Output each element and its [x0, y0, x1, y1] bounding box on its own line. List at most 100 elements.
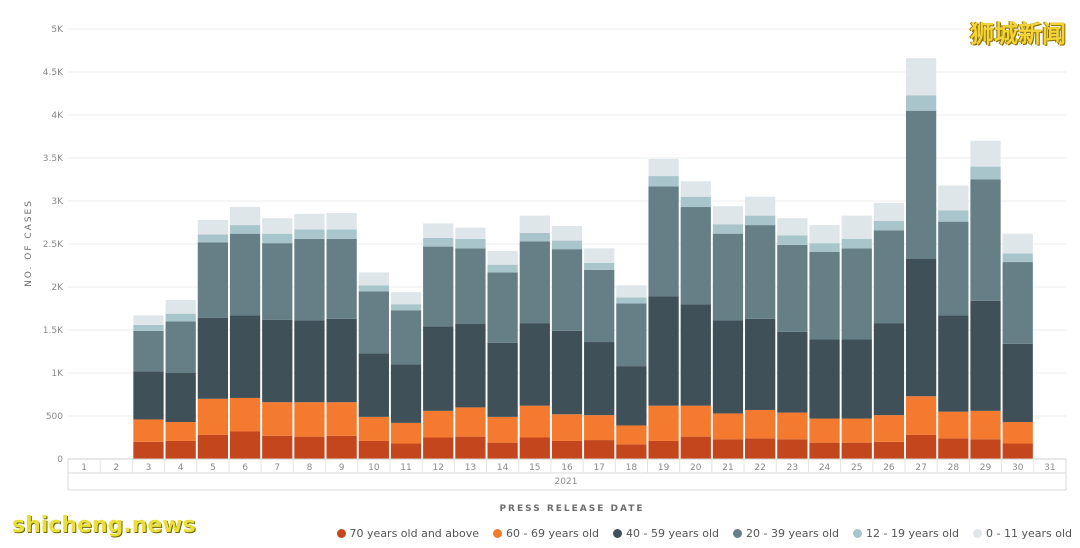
- bar-segment: [680, 196, 711, 208]
- x-tick-label: 20: [690, 463, 702, 473]
- bar-segment: [197, 434, 229, 459]
- legend-label: 60 - 69 years old: [506, 527, 599, 540]
- y-axis-ticks: 0 500 1K 1.5K 2K 2.5K 3K 3.5K 4K 4.5K 5K: [43, 25, 64, 465]
- legend-item[interactable]: 40 - 59 years old: [613, 527, 719, 540]
- bar-segment: [745, 225, 776, 319]
- bar-segment: [358, 272, 389, 286]
- bar-segment: [423, 326, 454, 411]
- bar-segment: [294, 402, 325, 437]
- bar-segment: [712, 413, 744, 440]
- bar-segment: [584, 415, 615, 441]
- bars: [133, 58, 1033, 459]
- bar-segment: [487, 272, 518, 343]
- bar-segment: [970, 300, 1001, 411]
- legend-label: 40 - 59 years old: [626, 527, 719, 540]
- bar-segment: [390, 304, 422, 311]
- bar-segment: [294, 213, 325, 230]
- bar-segment: [745, 409, 776, 439]
- y-tick-label: 2K: [51, 283, 64, 293]
- bar-segment: [358, 416, 389, 441]
- bar-segment: [616, 297, 647, 304]
- legend-swatch: [493, 529, 502, 538]
- bar-segment: [841, 339, 872, 419]
- bar-segment: [455, 436, 486, 459]
- bar-segment: [841, 248, 872, 340]
- bar-segment: [390, 422, 422, 444]
- bar-segment: [938, 438, 969, 459]
- x-tick-label: 29: [980, 463, 992, 473]
- bar-segment: [745, 215, 776, 226]
- bar-segment: [455, 323, 486, 408]
- x-tick-label: 7: [274, 463, 280, 473]
- bar-segment: [648, 296, 679, 406]
- x-tick-label: 6: [242, 463, 248, 473]
- bar-segment: [519, 241, 550, 324]
- bar-segment: [905, 58, 937, 96]
- bar-segment: [680, 436, 711, 459]
- legend-item[interactable]: 70 years old and above: [336, 527, 479, 540]
- bar-segment: [197, 234, 229, 243]
- bar-segment: [680, 207, 711, 305]
- bar-segment: [551, 414, 583, 441]
- x-tick-label: 17: [593, 463, 604, 473]
- legend-swatch: [613, 529, 622, 538]
- bar-segment: [165, 299, 196, 314]
- bar-segment: [873, 415, 905, 442]
- bar-segment: [873, 220, 905, 231]
- bar-segment: [551, 440, 583, 459]
- bar-segment: [133, 441, 164, 459]
- bar-segment: [165, 313, 196, 322]
- bar-segment: [294, 229, 325, 239]
- x-tick-label: 21: [722, 463, 733, 473]
- bar-segment: [809, 442, 840, 459]
- legend-swatch: [336, 529, 346, 538]
- bar-segment: [873, 230, 905, 324]
- bar-segment: [873, 202, 905, 221]
- bar-segment: [584, 262, 615, 270]
- bar-segment: [970, 439, 1001, 459]
- bar-segment: [712, 320, 744, 414]
- legend-label: 20 - 39 years old: [746, 527, 839, 540]
- y-tick-label: 3.5K: [43, 154, 64, 164]
- bar-segment: [905, 396, 937, 435]
- bar-segment: [841, 442, 872, 459]
- x-tick-label: 2: [113, 463, 119, 473]
- bar-segment: [487, 416, 518, 443]
- bar-segment: [262, 218, 293, 234]
- bar-segment: [519, 323, 550, 406]
- bar-segment: [423, 410, 454, 438]
- x-axis: 1 2 3 4 5 6 7 8 9 10 11 12 13 14 15 16 17 18 19 20 21 22 23 24 2…: [67, 458, 1067, 491]
- x-tick-label: 10: [368, 463, 380, 473]
- bar-segment: [648, 158, 679, 177]
- legend-item[interactable]: 20 - 39 years old: [733, 527, 839, 540]
- legend-item[interactable]: 12 - 19 years old: [853, 527, 959, 540]
- x-tick-label: 4: [178, 463, 184, 473]
- bar-segment: [133, 419, 164, 442]
- bar-segment: [841, 215, 872, 239]
- bar-segment: [165, 321, 196, 373]
- bar-segment: [809, 225, 840, 244]
- bar-segment: [938, 185, 969, 211]
- x-tick-label: 9: [339, 463, 345, 473]
- x-tick-label: 23: [787, 463, 798, 473]
- bar-segment: [294, 238, 325, 321]
- x-tick-label: 13: [465, 463, 476, 473]
- bar-segment: [841, 238, 872, 249]
- bar-segment: [1002, 262, 1033, 344]
- bar-segment: [262, 402, 293, 436]
- legend-item[interactable]: 0 - 11 years old: [973, 527, 1072, 540]
- bar-segment: [712, 206, 744, 225]
- y-tick-label: 500: [46, 412, 63, 422]
- bar-segment: [745, 318, 776, 410]
- bar-segment: [229, 431, 261, 459]
- bar-segment: [648, 405, 679, 441]
- bar-segment: [197, 242, 229, 318]
- bar-segment: [390, 292, 422, 305]
- x-tick-label: 16: [561, 463, 573, 473]
- legend-item[interactable]: 60 - 69 years old: [493, 527, 599, 540]
- x-tick-label: 3: [146, 463, 152, 473]
- x-tick-label: 27: [915, 463, 926, 473]
- bar-segment: [680, 405, 711, 437]
- bar-segment: [938, 315, 969, 412]
- bar-segment: [326, 402, 357, 436]
